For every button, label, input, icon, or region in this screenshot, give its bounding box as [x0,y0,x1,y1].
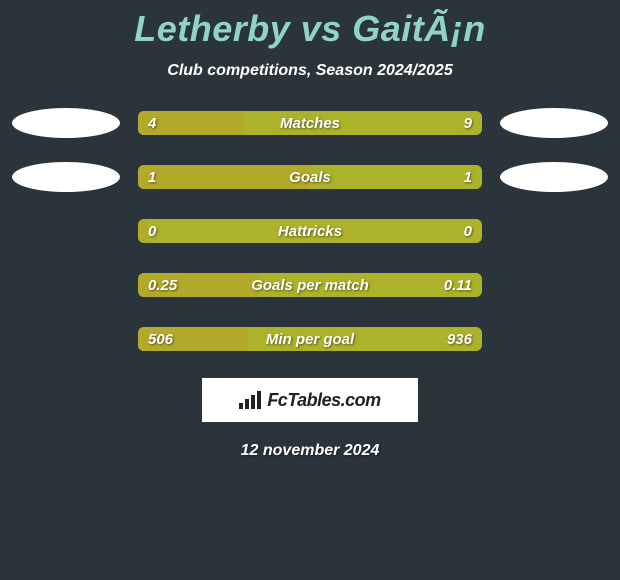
stat-right-value: 9 [464,111,472,135]
stat-bar: 0.25Goals per match0.11 [138,273,482,297]
stat-right-value: 936 [447,327,472,351]
player-right-marker [500,162,608,192]
stat-right-value: 0 [464,219,472,243]
stats-list: 4Matches9 1Goals1 0Hattricks0 0.25Goals per… [0,108,620,354]
player-left-marker [12,162,120,192]
stat-bar: 506Min per goal936 [138,327,482,351]
stat-row: 0Hattricks0 [0,216,620,246]
stat-row: 1Goals1 [0,162,620,192]
branding-badge[interactable]: FcTables.com [202,378,418,422]
player-right-marker [500,108,608,138]
stat-name: Goals [138,165,482,189]
stat-bar: 0Hattricks0 [138,219,482,243]
stat-bar: 4Matches9 [138,111,482,135]
stat-name: Min per goal [138,327,482,351]
player-left-marker [12,108,120,138]
page-title: Letherby vs GaitÃ¡n [0,8,620,50]
comparison-card: Letherby vs GaitÃ¡n Club competitions, S… [0,0,620,460]
bar-chart-icon [239,391,261,409]
stat-right-value: 0.11 [444,273,472,297]
date-text: 12 november 2024 [0,442,620,460]
stat-row: 4Matches9 [0,108,620,138]
stat-bar: 1Goals1 [138,165,482,189]
stat-name: Goals per match [138,273,482,297]
branding-text: FcTables.com [267,390,380,411]
stat-row: 0.25Goals per match0.11 [0,270,620,300]
stat-right-value: 1 [464,165,472,189]
page-subtitle: Club competitions, Season 2024/2025 [0,62,620,80]
stat-row: 506Min per goal936 [0,324,620,354]
stat-name: Matches [138,111,482,135]
stat-name: Hattricks [138,219,482,243]
